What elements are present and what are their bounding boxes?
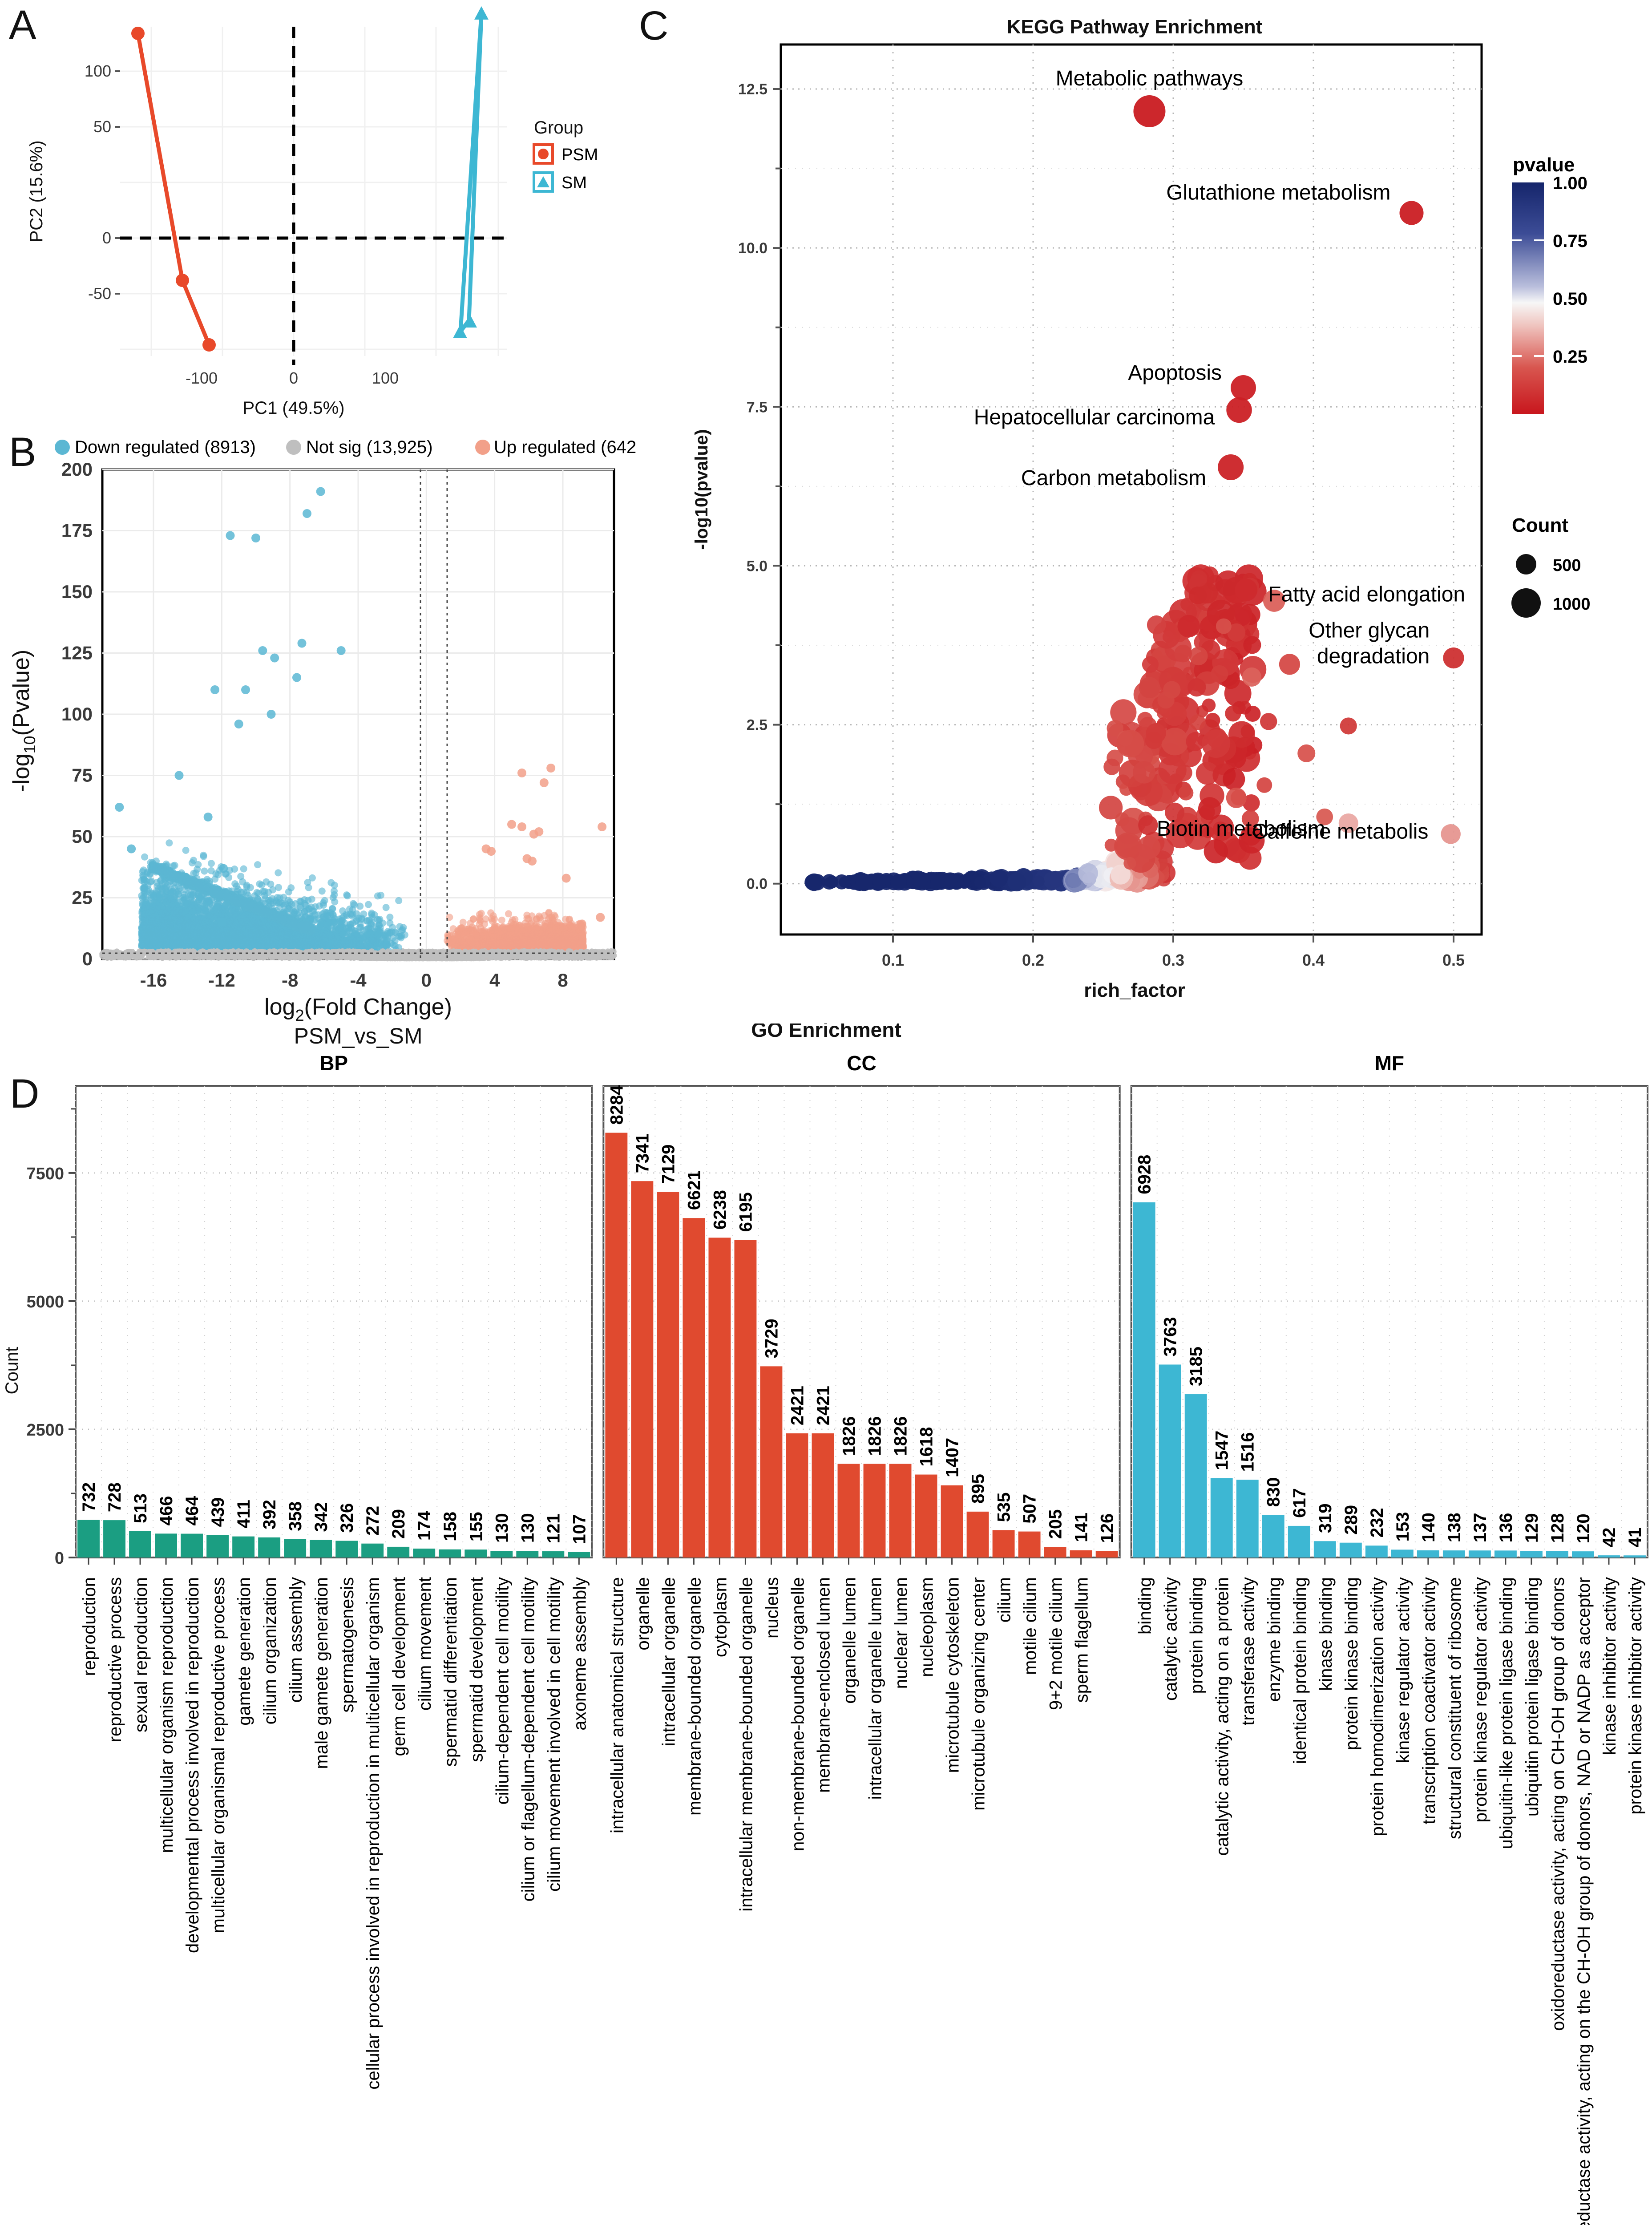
pca-point-sm bbox=[453, 325, 467, 338]
volcano-legend-marker-up bbox=[475, 440, 490, 455]
pca-x-tick: -100 bbox=[186, 369, 218, 387]
volcano-point-down bbox=[343, 891, 351, 899]
volcano-point-down bbox=[240, 865, 247, 873]
pca-y-tick: 0 bbox=[102, 229, 111, 247]
volcano-point-down bbox=[237, 873, 245, 880]
pca-legend-title: Group bbox=[534, 118, 583, 138]
volcano-legend-label-up: Up regulated (6425) bbox=[494, 437, 636, 457]
volcano-point-down bbox=[331, 891, 338, 898]
pca-y-tick: 100 bbox=[85, 62, 111, 80]
pca-y-tick: -50 bbox=[88, 284, 111, 303]
volcano-point-down bbox=[275, 869, 282, 877]
volcano-point-down bbox=[308, 874, 316, 882]
pca-legend-key-sm[interactable] bbox=[533, 171, 554, 193]
volcano-point-down bbox=[201, 867, 208, 875]
volcano-point-down bbox=[207, 860, 215, 867]
pca-y-ticks: 100 50 0 -50 bbox=[85, 62, 111, 303]
volcano-point-down bbox=[365, 901, 372, 908]
volcano-point-down bbox=[188, 859, 196, 866]
pca-x-tick: 0 bbox=[289, 369, 298, 387]
pca-scatter-svg: 100 50 0 -50 -100 0 100 PC1 (49.5%) PC2 … bbox=[27, 6, 598, 418]
volcano-legend-label-down: Down regulated (8913) bbox=[75, 437, 256, 457]
volcano-legend-label-notsig: Not sig (13,925) bbox=[306, 437, 433, 457]
panel-a-pca: A 10 bbox=[0, 0, 636, 427]
pca-legend-key-psm[interactable] bbox=[533, 143, 554, 165]
pca-x-tick: 100 bbox=[372, 369, 399, 387]
volcano-point-down bbox=[395, 897, 403, 904]
pca-point-psm bbox=[202, 338, 216, 352]
pca-legend-marker-sm bbox=[537, 176, 549, 187]
pca-y-axis-title: PC2 (15.6%) bbox=[27, 141, 46, 243]
pca-legend-label-psm: PSM bbox=[561, 146, 598, 164]
panel-b-volcano: B Down regulated (8913) Not sig (13,925)… bbox=[0, 427, 636, 1050]
pca-point-psm bbox=[131, 27, 145, 40]
pca-x-ticks: -100 0 100 bbox=[186, 369, 399, 387]
panel-b-letter: B bbox=[9, 429, 36, 475]
pca-y-tick: 50 bbox=[93, 117, 111, 136]
pca-plot-bg bbox=[120, 27, 507, 356]
pca-point-sm bbox=[474, 6, 489, 20]
volcano-point-down bbox=[327, 879, 335, 886]
pca-x-axis-title: PC1 (49.5%) bbox=[243, 398, 345, 418]
volcano-legend: Down regulated (8913) Not sig (13,925) U… bbox=[55, 437, 636, 457]
volcano-legend-marker-down bbox=[55, 440, 70, 455]
pca-legend-label-sm: SM bbox=[561, 174, 587, 192]
panel-a-letter: A bbox=[9, 2, 36, 48]
pca-point-sm bbox=[463, 314, 477, 328]
volcano-legend-marker-notsig bbox=[286, 440, 301, 455]
volcano-point-down bbox=[386, 914, 394, 921]
pca-legend-marker-psm bbox=[538, 149, 549, 159]
pca-point-psm bbox=[176, 274, 189, 287]
volcano-scatter-svg: Down regulated (8913) Not sig (13,925) U… bbox=[8, 437, 636, 1048]
